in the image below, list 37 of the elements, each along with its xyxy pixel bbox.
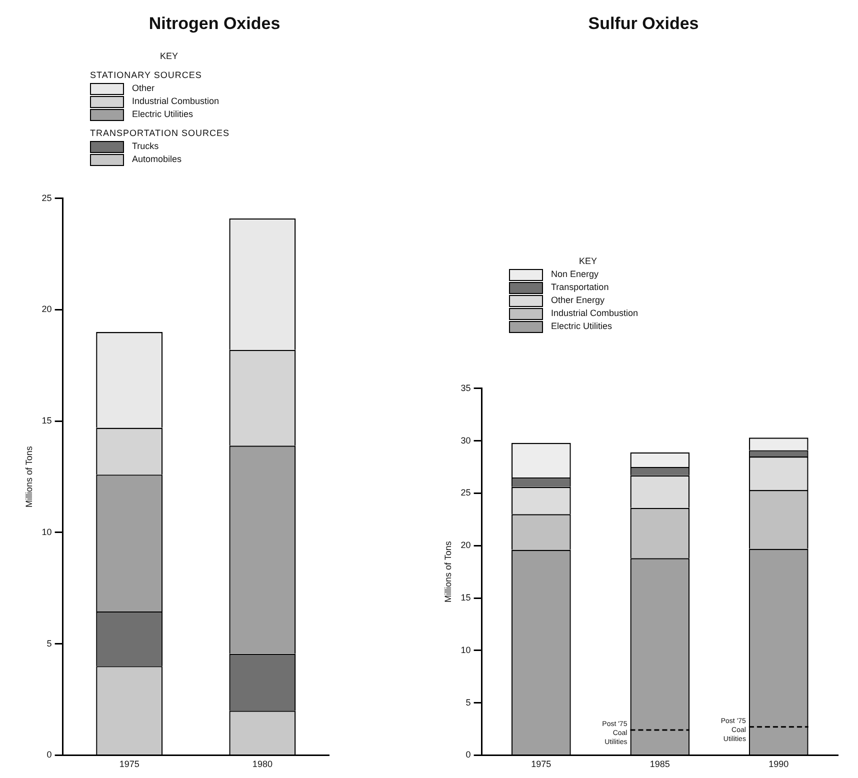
y-axis-title: Millions of Tons — [442, 540, 453, 602]
y-tick-label: 5 — [46, 638, 52, 648]
legend-label: Transportation — [551, 281, 609, 294]
legend-title: KEY — [578, 255, 598, 268]
legend-label: Non Energy — [551, 268, 599, 281]
y-tick-label: 15 — [42, 416, 52, 426]
chart-title: Sulfur Oxides — [587, 14, 700, 34]
legend-label: Industrial Combustion — [132, 95, 220, 108]
y-tick-label: 25 — [42, 192, 52, 203]
y-tick-label: 20 — [42, 304, 52, 314]
legend-title: KEY — [159, 50, 180, 63]
text: STATIONARY SOURCES — [90, 69, 203, 82]
x-tick-label: 1985 — [650, 759, 670, 770]
x-tick-label: 1980 — [252, 759, 272, 770]
y-tick-label: 10 — [460, 644, 471, 655]
legend-label: Automobiles — [132, 153, 182, 166]
x-tick-label: 1975 — [531, 759, 552, 770]
x-tick-label: 1975 — [119, 759, 140, 770]
legend-label: Electric Utilities — [551, 320, 612, 333]
x-tick-label: 1990 — [768, 759, 789, 770]
y-tick-label: 0 — [466, 750, 471, 760]
y-tick-label: 0 — [46, 750, 52, 760]
legend-label: Trucks — [132, 140, 159, 153]
y-tick-label: 5 — [466, 697, 471, 708]
y-tick-label: 25 — [460, 488, 471, 498]
y-tick-label: 10 — [42, 526, 52, 537]
legend-label: Industrial Combustion — [551, 307, 638, 320]
legend-label: Other — [132, 82, 155, 95]
text: TRANSPORTATION SOURCES — [90, 127, 230, 140]
legend-label: Other Energy — [551, 294, 605, 307]
chart-title: Nitrogen Oxides — [148, 14, 282, 34]
y-axis-title: Millions of Tons — [24, 446, 34, 508]
legend-label: Electric Utilities — [132, 108, 194, 121]
y-tick-label: 35 — [460, 382, 471, 393]
y-tick-label: 15 — [460, 592, 471, 602]
y-tick-label: 30 — [460, 435, 471, 446]
y-tick-label: 20 — [460, 540, 471, 550]
